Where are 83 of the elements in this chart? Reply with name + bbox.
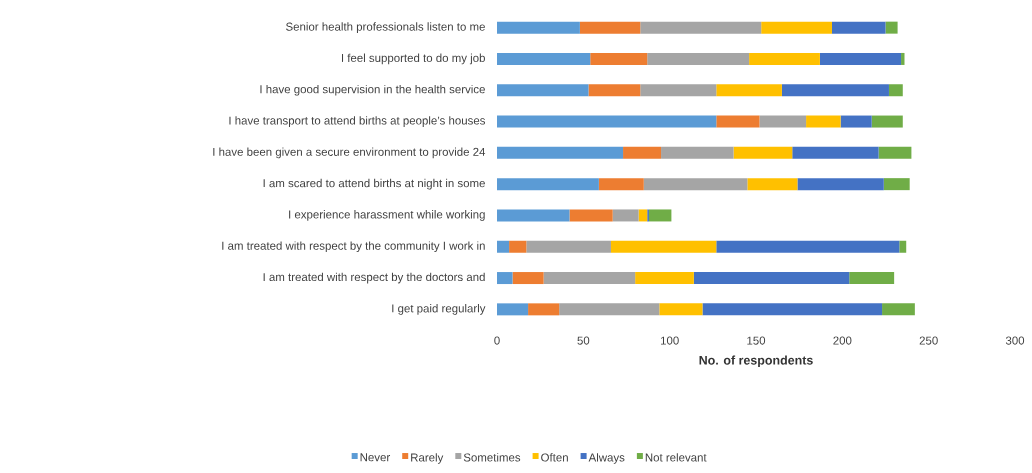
- bar: [497, 209, 570, 222]
- bar: [749, 52, 820, 65]
- bar: [878, 146, 912, 159]
- y-tick-label: I experience harassment while working: [289, 210, 485, 221]
- y-tick-label: I have transport to attend births at people’s houses: [229, 116, 486, 127]
- bar: [781, 84, 889, 97]
- bar: [702, 303, 883, 316]
- bar: [648, 209, 672, 222]
- x-tick-label: 300: [1005, 336, 1025, 345]
- bar: [643, 178, 748, 191]
- bar: [497, 146, 624, 159]
- y-tick-label: I have good supervision in the health service: [260, 84, 485, 96]
- bar: [526, 240, 611, 253]
- bar: [797, 178, 884, 191]
- bar: [759, 115, 807, 128]
- bar: [806, 115, 841, 128]
- bar: [761, 21, 832, 34]
- bar: [882, 303, 915, 316]
- bar: [598, 178, 644, 191]
- bar: [849, 272, 895, 285]
- bar: [497, 240, 510, 253]
- x-tick-label: 150: [747, 336, 766, 345]
- bar: [647, 52, 750, 65]
- bar: [716, 240, 900, 253]
- bar: [640, 84, 717, 97]
- bar: [497, 115, 717, 128]
- legend-label: Never: [360, 453, 391, 462]
- bar: [661, 146, 734, 159]
- bar: [612, 209, 639, 222]
- bar: [885, 21, 898, 34]
- bar: [888, 84, 903, 97]
- bar: [901, 52, 905, 65]
- bar: [871, 115, 903, 128]
- y-tick-label: I am treated with respect by the community I work in: [222, 241, 485, 253]
- x-axis-title: No. of respondents: [699, 355, 813, 368]
- bar: [509, 240, 527, 253]
- bar: [579, 21, 641, 34]
- bar: [792, 146, 879, 159]
- legend-label: Rarely: [411, 453, 444, 464]
- x-tick-label: 100: [660, 336, 679, 345]
- legend-label: Often: [541, 453, 568, 462]
- bar: [716, 115, 760, 128]
- bar: [733, 146, 793, 159]
- bar: [590, 52, 648, 65]
- y-tick-label: I am treated with respect by the doctors and: [263, 272, 485, 284]
- bar: [569, 209, 613, 222]
- legend-label: Always: [588, 453, 625, 464]
- y-tick-label: I have been given a secure environment to provide 24: [213, 147, 486, 159]
- bar: [883, 178, 910, 191]
- bar: [528, 303, 560, 316]
- bar: [610, 240, 717, 253]
- bar: [840, 115, 872, 128]
- x-tick-label: 200: [833, 336, 852, 345]
- bar: [747, 178, 798, 191]
- bar: [497, 178, 599, 191]
- bar: [659, 303, 703, 316]
- bar: [512, 272, 544, 285]
- bar: [716, 84, 782, 97]
- bar: [640, 21, 762, 34]
- bar: [543, 272, 636, 285]
- bar: [623, 146, 662, 159]
- legend-label: Sometimes: [463, 453, 521, 462]
- x-tick-label: 50: [577, 336, 590, 345]
- bar: [638, 209, 648, 222]
- bar: [497, 272, 513, 285]
- bar: [635, 272, 694, 285]
- y-tick-label: I get paid regularly: [392, 304, 486, 315]
- bar: [899, 240, 907, 253]
- bar: [588, 84, 641, 97]
- x-tick-label: 0: [494, 336, 500, 345]
- bar: [497, 84, 589, 97]
- y-tick-label: I am scared to attend births at night in some: [263, 178, 485, 190]
- bar: [693, 272, 850, 285]
- bar: [497, 303, 529, 316]
- y-tick-label: Senior health professionals listen to me: [286, 22, 485, 33]
- legend-label: Not relevant: [645, 453, 707, 462]
- bar: [831, 21, 886, 34]
- bar: [819, 52, 902, 65]
- bar: [497, 52, 591, 65]
- x-tick-label: 250: [919, 336, 938, 345]
- bar: [497, 21, 580, 34]
- y-tick-label: I feel supported to do my job: [341, 53, 485, 65]
- bar: [559, 303, 660, 316]
